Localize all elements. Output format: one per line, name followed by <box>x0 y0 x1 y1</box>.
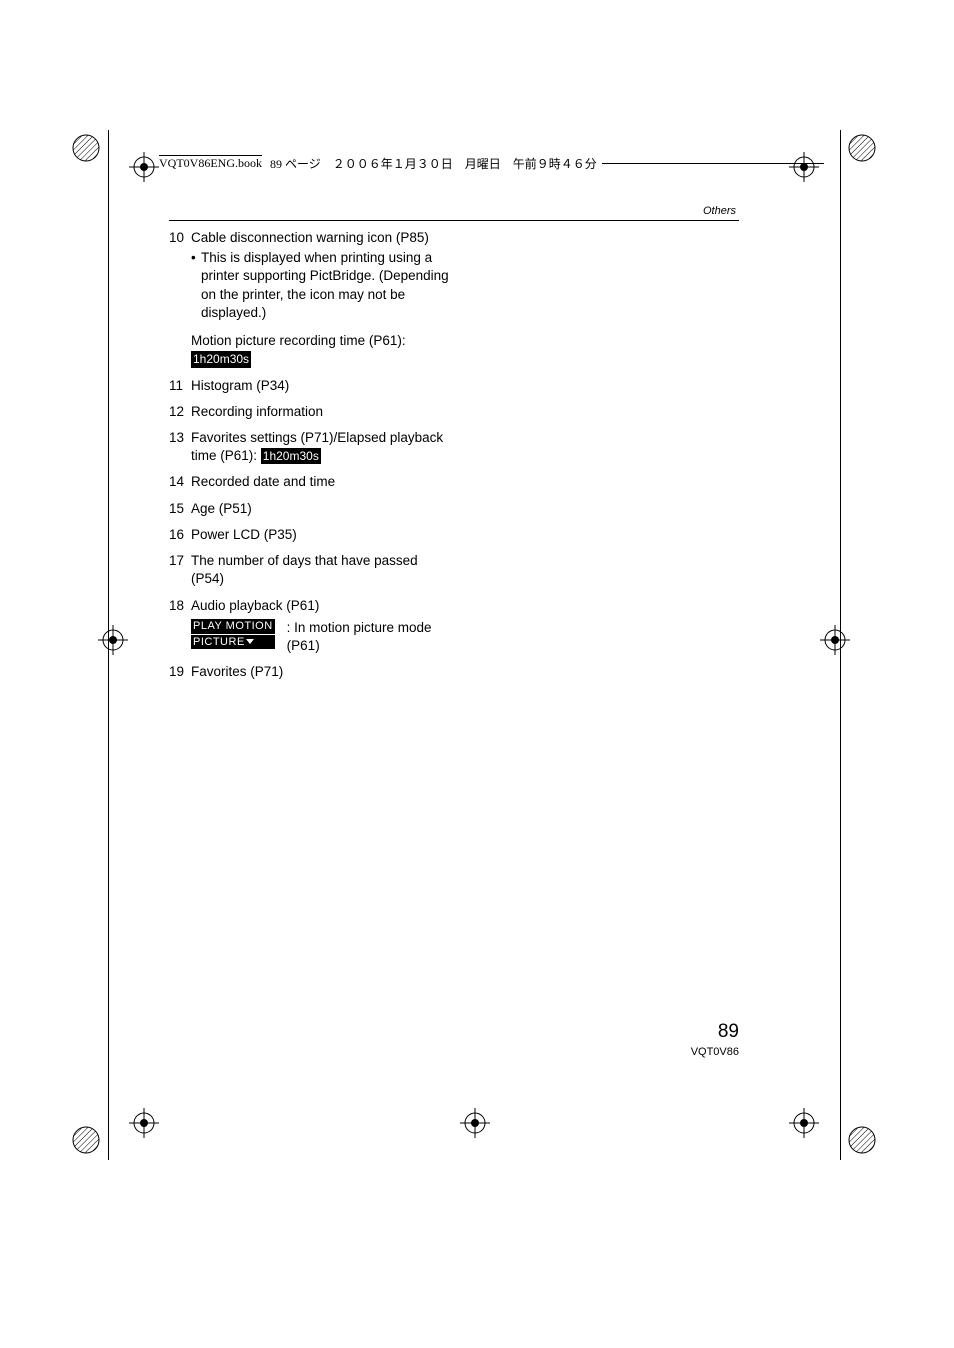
item-16: 16 Power LCD (P35) <box>169 526 449 544</box>
reg-mark-top-left <box>129 152 159 182</box>
item-num: 16 <box>169 526 191 544</box>
item-num: 14 <box>169 473 191 491</box>
item-title: The number of days that have passed (P54… <box>191 552 449 588</box>
corner-circle-tr <box>848 134 876 162</box>
item-num: 12 <box>169 403 191 421</box>
item-title: Favorites (P71) <box>191 663 449 681</box>
down-arrow-icon <box>246 639 254 644</box>
item-title: Histogram (P34) <box>191 377 449 395</box>
corner-circle-bl <box>72 1126 100 1154</box>
motion-text: Motion picture recording time (P61): <box>191 333 406 348</box>
item-title: Cable disconnection warning icon (P85) <box>191 229 449 247</box>
bullet-dot: • <box>191 249 201 322</box>
audio-boxes: PLAY MOTION PICTURE <box>191 619 275 650</box>
header-date: ２００６年１月３０日 <box>333 155 453 172</box>
motion-block: Motion picture recording time (P61): 1h2… <box>191 332 449 368</box>
reg-mark-right-mid <box>820 625 850 655</box>
section-label: Others <box>703 205 736 217</box>
reg-mark-left-mid <box>98 625 128 655</box>
item-12: 12 Recording information <box>169 403 449 421</box>
header-rule <box>602 163 824 164</box>
corner-circle-br <box>848 1126 876 1154</box>
time-box: 1h20m30s <box>261 448 321 464</box>
item-title: Recording information <box>191 403 449 421</box>
audio-sub: PLAY MOTION PICTURE : In motion picture … <box>191 619 449 655</box>
corner-circle-tl <box>72 134 100 162</box>
header-filename: VQT0V86ENG.book <box>159 156 262 171</box>
time-box: 1h20m30s <box>191 351 251 367</box>
item-title: Age (P51) <box>191 500 449 518</box>
header-time: 午前９時４６分 <box>513 155 597 172</box>
item-10: 10 Cable disconnection warning icon (P85… <box>169 229 449 322</box>
header-page-ref: 89 ページ <box>270 155 321 172</box>
item-18: 18 Audio playback (P61) PLAY MOTION PICT… <box>169 597 449 656</box>
content-column: 10 Cable disconnection warning icon (P85… <box>169 229 449 689</box>
item-num: 19 <box>169 663 191 681</box>
item-num: 10 <box>169 229 191 322</box>
bullet-text: This is displayed when printing using a … <box>201 249 449 322</box>
item-17: 17 The number of days that have passed (… <box>169 552 449 588</box>
play-motion-box: PLAY MOTION <box>191 619 275 634</box>
item-title: Audio playback (P61) <box>191 597 449 615</box>
item-bullet: • This is displayed when printing using … <box>191 249 449 322</box>
item-14: 14 Recorded date and time <box>169 473 449 491</box>
item-title: Power LCD (P35) <box>191 526 449 544</box>
page-number: 89 <box>718 1021 739 1043</box>
doc-code: VQT0V86 <box>691 1046 739 1058</box>
item-body: Audio playback (P61) PLAY MOTION PICTURE… <box>191 597 449 656</box>
item-num: 18 <box>169 597 191 656</box>
header-day: 月曜日 <box>465 155 501 172</box>
item-num: 15 <box>169 500 191 518</box>
picture-box: PICTURE <box>191 635 275 650</box>
page-header: VQT0V86ENG.book 89 ページ ２００６年１月３０日 月曜日 午前… <box>159 155 829 172</box>
item-title: Recorded date and time <box>191 473 449 491</box>
item-11: 11 Histogram (P34) <box>169 377 449 395</box>
item-15: 15 Age (P51) <box>169 500 449 518</box>
item-num: 17 <box>169 552 191 588</box>
item-body: Favorites settings (P71)/Elapsed playbac… <box>191 429 449 465</box>
item-19: 19 Favorites (P71) <box>169 663 449 681</box>
section-underline <box>169 220 739 221</box>
reg-mark-bottom-right <box>789 1108 819 1138</box>
item-num: 11 <box>169 377 191 395</box>
item-body: Cable disconnection warning icon (P85) •… <box>191 229 449 322</box>
reg-mark-bottom-left <box>129 1108 159 1138</box>
item-num: 13 <box>169 429 191 465</box>
item-13: 13 Favorites settings (P71)/Elapsed play… <box>169 429 449 465</box>
audio-desc: : In motion picture mode (P61) <box>287 619 449 655</box>
reg-mark-bottom-mid <box>460 1108 490 1138</box>
